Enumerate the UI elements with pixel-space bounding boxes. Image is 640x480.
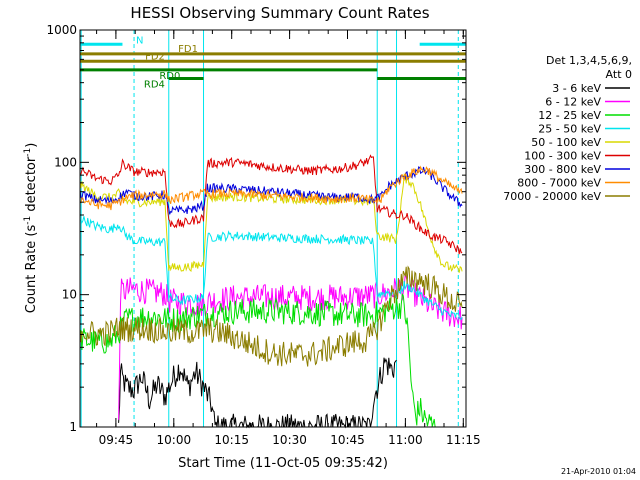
legend-entry-label: 12 - 25 keV [538,109,601,122]
legend-entry-label: 3 - 6 keV [552,82,601,95]
x-tick-label: 10:00 [157,433,192,447]
series-line-7 [79,166,463,215]
y-tick-label: 10 [62,288,77,302]
chart-title: HESSI Observing Summary Count Rates [130,4,429,22]
y-axis-ticks: 1 10 100 1000 [46,23,466,434]
series-line-9 [79,265,463,367]
flag-label-rd4: RD4 [144,80,165,91]
y-axis-label-mid: detector [24,156,39,216]
gap-lines [80,30,459,427]
legend-entry-label: 7000 - 20000 keV [503,190,601,203]
x-axis-label: Start Time (11-Oct-05 09:35:42) [178,456,388,471]
x-tick-label: 10:30 [272,433,307,447]
x-tick-label: 09:45 [99,433,134,447]
y-axis-label-main: Count Rate (s [24,225,39,314]
x-tick-label: 10:15 [214,433,249,447]
y-axis-label: Count Rate (s-1 detector-1) [23,143,39,314]
flag-label-n: N [136,35,143,46]
y-tick-label: 1000 [46,23,77,37]
x-axis-ticks: 09:45 10:00 10:15 10:30 10:45 11:00 11:15 [96,30,481,447]
flag-label-fd1: FD1 [178,44,198,55]
series-line-8 [79,165,463,211]
flag-label-fd2: FD2 [145,51,165,62]
y-tick-label: 100 [54,155,77,169]
x-tick-label: 11:00 [388,433,423,447]
x-tick-label: 10:45 [330,433,365,447]
footer-date: 21-Apr-2010 01:04 [561,467,636,476]
y-axis-label-sup2: -1 [23,148,33,157]
legend-entry-label: 25 - 50 keV [538,123,601,136]
legend-entry-label: 300 - 800 keV [524,163,601,176]
series-line-6 [79,154,463,255]
y-tick-label: 1 [69,420,77,434]
legend-header-detectors: Det 1,3,4,5,6,9, [546,54,632,67]
legend-entry-label: 50 - 100 keV [531,136,601,149]
legend-entry-label: 6 - 12 keV [545,96,601,109]
legend-entry-label: 800 - 7000 keV [517,177,601,190]
x-tick-label: 11:15 [446,433,481,447]
flag-label-rd0: RD0 [159,71,180,82]
legend-header-attenuator: Att 0 [606,68,632,81]
legend-entry-label: 100 - 300 keV [524,150,601,163]
y-axis-label-end: ) [24,143,39,148]
y-axis-label-sup1: -1 [23,216,33,225]
plot-frame [79,29,467,428]
